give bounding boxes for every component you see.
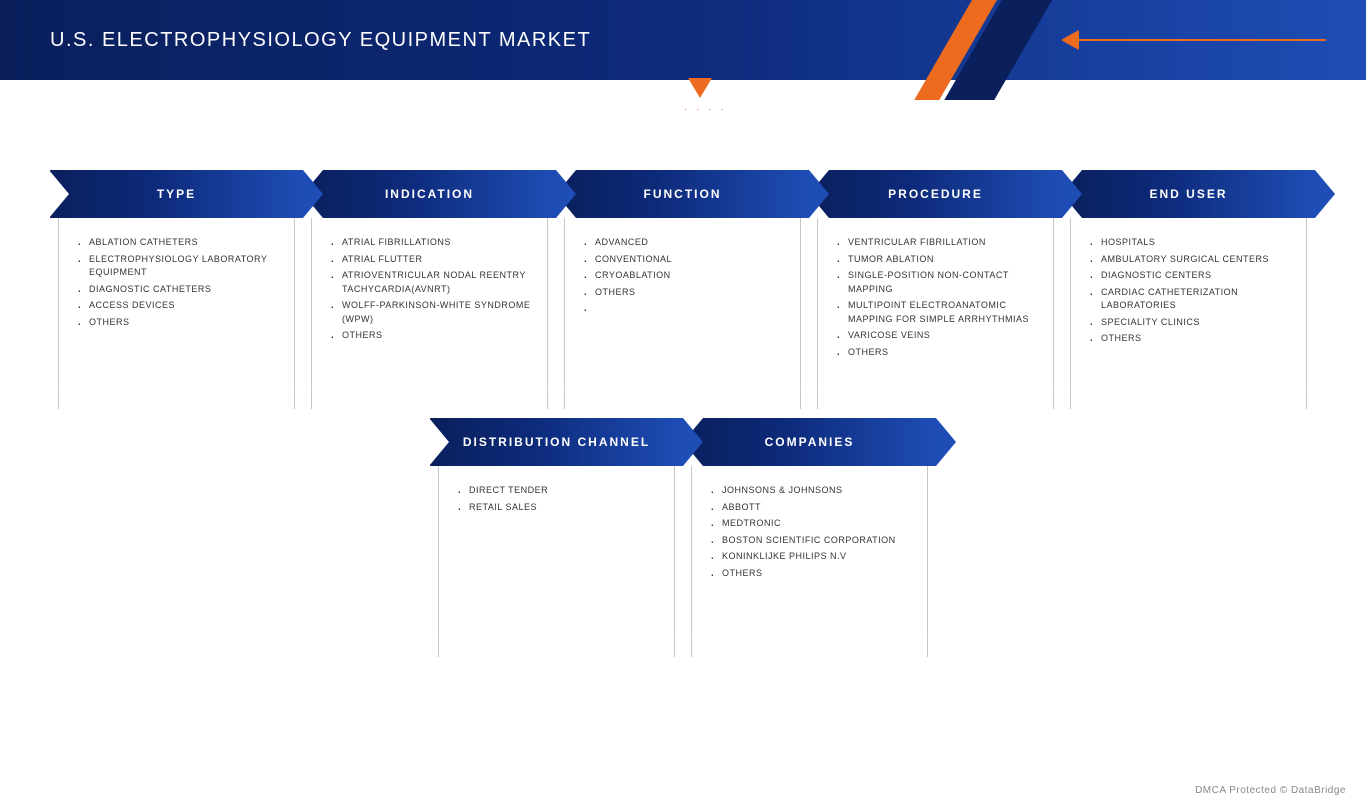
diagonal-accent-orange [914,0,1003,100]
arrow-line [1076,39,1326,41]
category-title: INDICATION [385,187,474,201]
category-block: INDICATION Atrial Fibrillations Atrial Flu… [303,170,556,388]
category-title: TYPE [157,187,196,201]
category-block: DISTRIBUTION CHANNEL Direct Tender Retail … [430,418,683,636]
category-header-arrow: COMPANIES [683,418,936,466]
list-item: Others [836,346,1041,360]
category-header-arrow: TYPE [50,170,303,218]
category-title: PROCEDURE [888,187,983,201]
category-items-list: Atrial Fibrillations Atrial Flutter Atriov… [330,236,535,343]
category-row-2: DISTRIBUTION CHANNEL Direct Tender Retail … [50,418,1316,636]
list-item: Others [330,329,535,343]
list-item: Atrial Fibrillations [330,236,535,250]
category-row-1: TYPE Ablation Catheters Electrophysiology … [50,170,1316,388]
category-header-arrow: INDICATION [303,170,556,218]
list-item: Direct Tender [457,484,662,498]
list-item: Ventricular Fibrillation [836,236,1041,250]
category-title: FUNCTION [644,187,722,201]
chevron-bottom-border [564,388,801,409]
list-item: Single-Position Non-Contact Mapping [836,269,1041,296]
category-block: END USER Hospitals Ambulatory Surgical Cen… [1062,170,1315,388]
list-item: Boston Scientific Corporation [710,534,915,548]
list-item: Atrioventricular Nodal Reentry Tachycard… [330,269,535,296]
page-title: U.S. ELECTROPHYSIOLOGY EQUIPMENT MARKET [50,29,591,52]
category-body: Ablation Catheters Electrophysiology Labo… [58,218,295,388]
list-item: Varicose Veins [836,329,1041,343]
list-item: Conventional [583,253,788,267]
list-item: Ambulatory Surgical Centers [1089,253,1294,267]
content-area: TYPE Ablation Catheters Electrophysiology … [50,170,1316,666]
list-item: Wolff-Parkinson-White Syndrome (WPW) [330,299,535,326]
category-title: COMPANIES [765,435,855,449]
chevron-bottom-border [1070,388,1307,409]
category-items-list: Advanced Conventional Cryoablation Others [583,236,788,299]
diagonal-accent-blue [944,0,1058,100]
list-item: Cardiac Catheterization Laboratories [1089,286,1294,313]
list-item: Diagnostic Centers [1089,269,1294,283]
category-block: FUNCTION Advanced Conventional Cryoablation… [556,170,809,388]
list-item: Speciality Clinics [1089,316,1294,330]
category-block: COMPANIES Johnsons & Johnsons Abbott Medtro… [683,418,936,636]
list-item: Abbott [710,501,915,515]
list-item: Tumor Ablation [836,253,1041,267]
category-body: Atrial Fibrillations Atrial Flutter Atriov… [311,218,548,388]
arrow-left-icon [1061,30,1079,50]
list-item: Koninklijke Philips N.V [710,550,915,564]
list-item: Medtronic [710,517,915,531]
category-body: Direct Tender Retail Sales [438,466,675,636]
category-body: Hospitals Ambulatory Surgical Centers Diag… [1070,218,1307,388]
category-title: END USER [1149,187,1227,201]
category-header-arrow: END USER [1062,170,1315,218]
list-item: Access Devices [77,299,282,313]
header-decoration [716,0,1216,80]
category-block: PROCEDURE Ventricular Fibrillation Tumor A… [809,170,1062,388]
list-item: Multipoint Electroanatomic Mapping For S… [836,299,1041,326]
list-item: Johnsons & Johnsons [710,484,915,498]
list-item: Electrophysiology Laboratory Equipment [77,253,282,280]
category-body: Johnsons & Johnsons Abbott Medtronic Boston… [691,466,928,636]
triangle-down-icon [688,78,712,98]
category-items-list: Direct Tender Retail Sales [457,484,662,514]
list-item: Ablation Catheters [77,236,282,250]
category-items-list: Hospitals Ambulatory Surgical Centers Diag… [1089,236,1294,346]
footer-copyright: DMCA Protected © DataBridge [1195,785,1346,796]
chevron-bottom-border [58,388,295,409]
list-item: Others [1089,332,1294,346]
list-item: Diagnostic Catheters [77,283,282,297]
category-header-arrow: FUNCTION [556,170,809,218]
list-item: Others [77,316,282,330]
list-item: Others [583,286,788,300]
chevron-bottom-border [311,388,548,409]
list-item: Others [710,567,915,581]
category-items-list: Johnsons & Johnsons Abbott Medtronic Boston… [710,484,915,580]
list-item: Atrial Flutter [330,253,535,267]
category-block: TYPE Ablation Catheters Electrophysiology … [50,170,303,388]
category-body: Advanced Conventional Cryoablation Others [564,218,801,388]
list-item: Hospitals [1089,236,1294,250]
chevron-bottom-border [817,388,1054,409]
sub-header-decoration: · · · · [670,78,730,118]
list-item: Cryoablation [583,269,788,283]
category-title: DISTRIBUTION CHANNEL [463,435,650,449]
page-header: U.S. ELECTROPHYSIOLOGY EQUIPMENT MARKET [0,0,1366,80]
category-header-arrow: DISTRIBUTION CHANNEL [430,418,683,466]
category-items-list: Ventricular Fibrillation Tumor Ablation Si… [836,236,1041,359]
category-header-arrow: PROCEDURE [809,170,1062,218]
category-body: Ventricular Fibrillation Tumor Ablation Si… [817,218,1054,388]
dots-decoration: · · · · [684,104,727,115]
chevron-bottom-border [438,636,675,657]
list-item: Advanced [583,236,788,250]
chevron-bottom-border [691,636,928,657]
category-items-list: Ablation Catheters Electrophysiology Labo… [77,236,282,329]
list-item: Retail Sales [457,501,662,515]
